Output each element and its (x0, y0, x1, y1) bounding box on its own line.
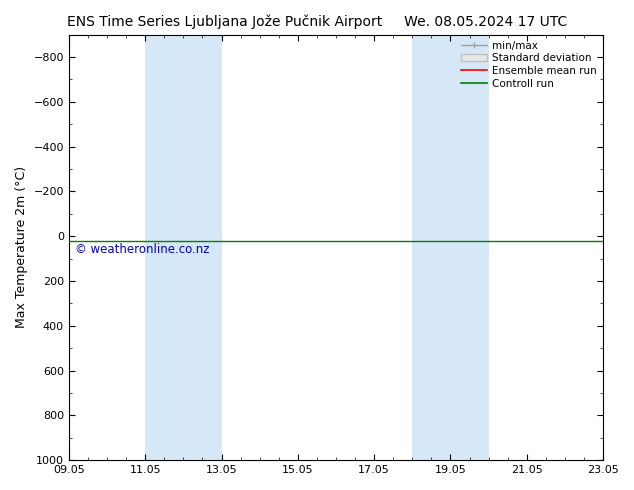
Text: ENS Time Series Ljubljana Jože Pučnik Airport     We. 08.05.2024 17 UTC: ENS Time Series Ljubljana Jože Pučnik Ai… (67, 15, 567, 29)
Legend: min/max, Standard deviation, Ensemble mean run, Controll run: min/max, Standard deviation, Ensemble me… (458, 38, 600, 92)
Bar (412, 35, 489, 460)
Text: © weatheronline.co.nz: © weatheronline.co.nz (75, 243, 209, 256)
Y-axis label: Max Temperature 2m (°C): Max Temperature 2m (°C) (15, 166, 28, 328)
Bar (145, 35, 221, 460)
